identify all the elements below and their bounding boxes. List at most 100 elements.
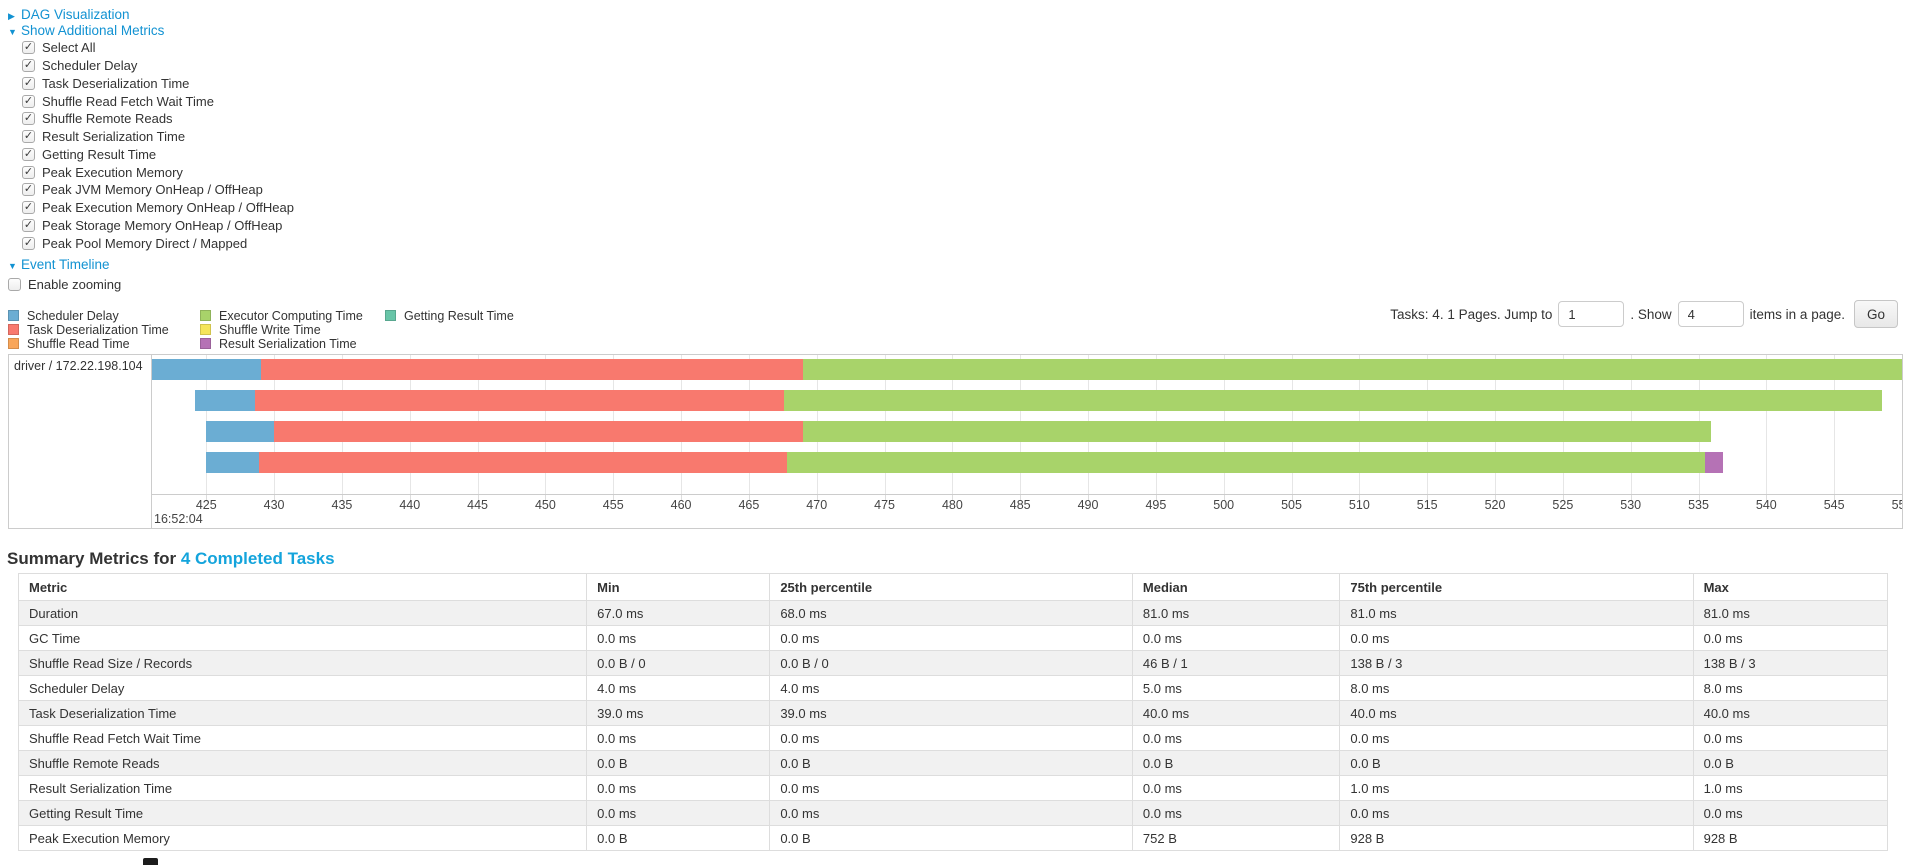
metric-checkbox-row: ✓ Peak Pool Memory Direct / Mapped bbox=[22, 234, 708, 252]
legend-item: Getting Result Time bbox=[385, 309, 514, 323]
table-row: Getting Result Time 0.0 ms 0.0 ms 0.0 ms 0.0… bbox=[17, 800, 1889, 826]
metric-checkbox-row: ✓ Select All bbox=[22, 39, 708, 57]
metric-checkbox-label: Select All bbox=[42, 40, 96, 56]
column-header: Max bbox=[1692, 573, 1889, 601]
metric-checkbox-label: Scheduler Delay bbox=[42, 58, 138, 74]
tick-mark bbox=[341, 495, 343, 501]
legend-item: Task Deserialization Time bbox=[8, 323, 169, 337]
legend-item-label: Task Deserialization Time bbox=[27, 322, 169, 337]
enable-zooming-label: Enable zooming bbox=[28, 277, 122, 293]
tick-mark bbox=[1630, 495, 1632, 501]
executor_computing-segment bbox=[784, 390, 1882, 411]
metric-checkbox-label: Peak JVM Memory OnHeap / OffHeap bbox=[42, 182, 263, 198]
metric-value-cell: 138 B / 3 bbox=[1339, 650, 1694, 676]
metric-value-cell: 928 B bbox=[1339, 825, 1694, 851]
event-timeline-toggle[interactable]: ▼ Event Timeline bbox=[8, 257, 708, 273]
enable-zooming-checkbox[interactable] bbox=[8, 278, 21, 292]
go-button[interactable]: Go bbox=[1853, 300, 1898, 328]
metric-checkbox[interactable]: ✓ bbox=[22, 183, 35, 197]
result_serialization-swatch bbox=[200, 338, 211, 350]
tick-label: 425 bbox=[195, 498, 217, 512]
metric-checkbox[interactable]: ✓ bbox=[22, 147, 35, 161]
show-additional-metrics-toggle[interactable]: ▼ Show Additional Metrics bbox=[8, 23, 708, 39]
metric-value-cell: 0.0 ms bbox=[1131, 800, 1341, 826]
metric-checkbox-label: Shuffle Read Fetch Wait Time bbox=[42, 93, 214, 109]
metric-checkbox[interactable]: ✓ bbox=[22, 130, 35, 144]
jump-to-page-input[interactable] bbox=[1558, 301, 1625, 327]
metric-checkbox-row: ✓ Getting Result Time bbox=[22, 146, 708, 164]
tick-label: 520 bbox=[1484, 498, 1506, 512]
scheduler_delay-swatch bbox=[8, 310, 19, 322]
metric-checkbox-label: Peak Execution Memory bbox=[42, 164, 183, 180]
metric-value-cell: 81.0 ms bbox=[1131, 600, 1341, 626]
metric-value-cell: 5.0 ms bbox=[1131, 675, 1341, 701]
metric-checkbox-row: ✓ Peak JVM Memory OnHeap / OffHeap bbox=[22, 181, 708, 199]
metric-checkbox[interactable]: ✓ bbox=[22, 59, 35, 73]
metric-checkbox[interactable]: ✓ bbox=[22, 201, 35, 215]
tick-label: 510 bbox=[1348, 498, 1370, 512]
completed-tasks-link[interactable]: 4 Completed Tasks bbox=[180, 549, 335, 568]
tick-mark bbox=[748, 495, 750, 501]
axis-start-time-label: 16:52:04 bbox=[154, 512, 203, 526]
tick-label: 435 bbox=[331, 498, 353, 512]
metric-checkbox-row: ✓ Shuffle Remote Reads bbox=[22, 110, 708, 128]
enable-zooming-row: Enable zooming bbox=[8, 276, 708, 294]
metric-value-cell: 0.0 ms bbox=[769, 775, 1133, 801]
summary-metrics-title: Summary Metrics for 4 Completed Tasks bbox=[7, 549, 335, 569]
metric-value-cell: 46 B / 1 bbox=[1131, 650, 1341, 676]
tick-mark bbox=[1155, 495, 1157, 501]
tick-mark bbox=[1495, 495, 1497, 501]
tick-mark bbox=[1698, 495, 1700, 501]
items-per-page-input[interactable] bbox=[1677, 301, 1744, 327]
tick-mark bbox=[1834, 495, 1836, 501]
task_deserialization-segment bbox=[259, 452, 787, 473]
tick-label: 550 bbox=[1891, 498, 1902, 512]
tick-mark bbox=[1427, 495, 1429, 501]
task-pagination: Tasks: 4. 1 Pages. Jump to . Show items … bbox=[1390, 298, 1898, 330]
metric-checkbox[interactable]: ✓ bbox=[22, 41, 35, 55]
expanded-arrow-icon: ▼ bbox=[8, 261, 17, 271]
items-in-page-text: items in a page. bbox=[1749, 306, 1845, 322]
timeline-controls: ▶ DAG Visualization ▼ Show Additional Metr… bbox=[8, 7, 708, 294]
tick-label: 485 bbox=[1009, 498, 1031, 512]
metric-checkbox-row: ✓ Shuffle Read Fetch Wait Time bbox=[22, 92, 708, 110]
metric-value-cell: 0.0 B bbox=[769, 825, 1133, 851]
tick-mark bbox=[884, 495, 886, 501]
show-additional-metrics-label: Show Additional Metrics bbox=[21, 23, 165, 38]
metric-value-cell: 0.0 B / 0 bbox=[769, 650, 1133, 676]
metric-checkbox[interactable]: ✓ bbox=[22, 94, 35, 108]
executor-label-cell: driver / 172.22.198.104 bbox=[9, 355, 152, 528]
legend-item-label: Scheduler Delay bbox=[27, 308, 119, 323]
metric-value-cell: 0.0 ms bbox=[1692, 625, 1889, 651]
tick-label: 460 bbox=[670, 498, 692, 512]
metric-checkbox[interactable]: ✓ bbox=[22, 112, 35, 126]
event-timeline-chart: driver / 172.22.198.104 16:52:04 425 430 4… bbox=[8, 354, 1903, 529]
metric-value-cell: 0.0 ms bbox=[586, 625, 771, 651]
dag-visualization-toggle[interactable]: ▶ DAG Visualization bbox=[8, 7, 708, 23]
metric-value-cell: 8.0 ms bbox=[1692, 675, 1889, 701]
metric-checkbox-label: Task Deserialization Time bbox=[42, 75, 190, 91]
metric-checkbox[interactable]: ✓ bbox=[22, 165, 35, 179]
column-header: 25th percentile bbox=[769, 573, 1133, 601]
tick-label: 480 bbox=[941, 498, 963, 512]
legend-item-label: Shuffle Read Time bbox=[27, 336, 130, 351]
metric-checkbox[interactable]: ✓ bbox=[22, 236, 35, 250]
table-row: Peak Execution Memory 0.0 B 0.0 B 752 B 928 … bbox=[17, 825, 1889, 851]
legend-item-label: Result Serialization Time bbox=[219, 336, 357, 351]
tick-mark bbox=[409, 495, 411, 501]
metric-checkbox-row: ✓ Peak Storage Memory OnHeap / OffHeap bbox=[22, 217, 708, 235]
legend-item-label: Executor Computing Time bbox=[219, 308, 363, 323]
metric-checkbox[interactable]: ✓ bbox=[22, 218, 35, 232]
tick-label: 490 bbox=[1077, 498, 1099, 512]
scheduler_delay-segment bbox=[206, 452, 260, 473]
metric-value-cell: 0.0 ms bbox=[1692, 725, 1889, 751]
metric-name-cell: Peak Execution Memory bbox=[17, 825, 588, 851]
metric-name-cell: Result Serialization Time bbox=[17, 775, 588, 801]
metric-value-cell: 40.0 ms bbox=[1131, 700, 1341, 726]
metric-checkbox-label: Result Serialization Time bbox=[42, 129, 186, 145]
collapsed-arrow-icon: ▶ bbox=[8, 11, 15, 21]
tick-mark bbox=[1291, 495, 1293, 501]
metric-checkbox[interactable]: ✓ bbox=[22, 76, 35, 90]
legend-item: Scheduler Delay bbox=[8, 309, 169, 323]
metric-value-cell: 0.0 ms bbox=[1131, 625, 1341, 651]
